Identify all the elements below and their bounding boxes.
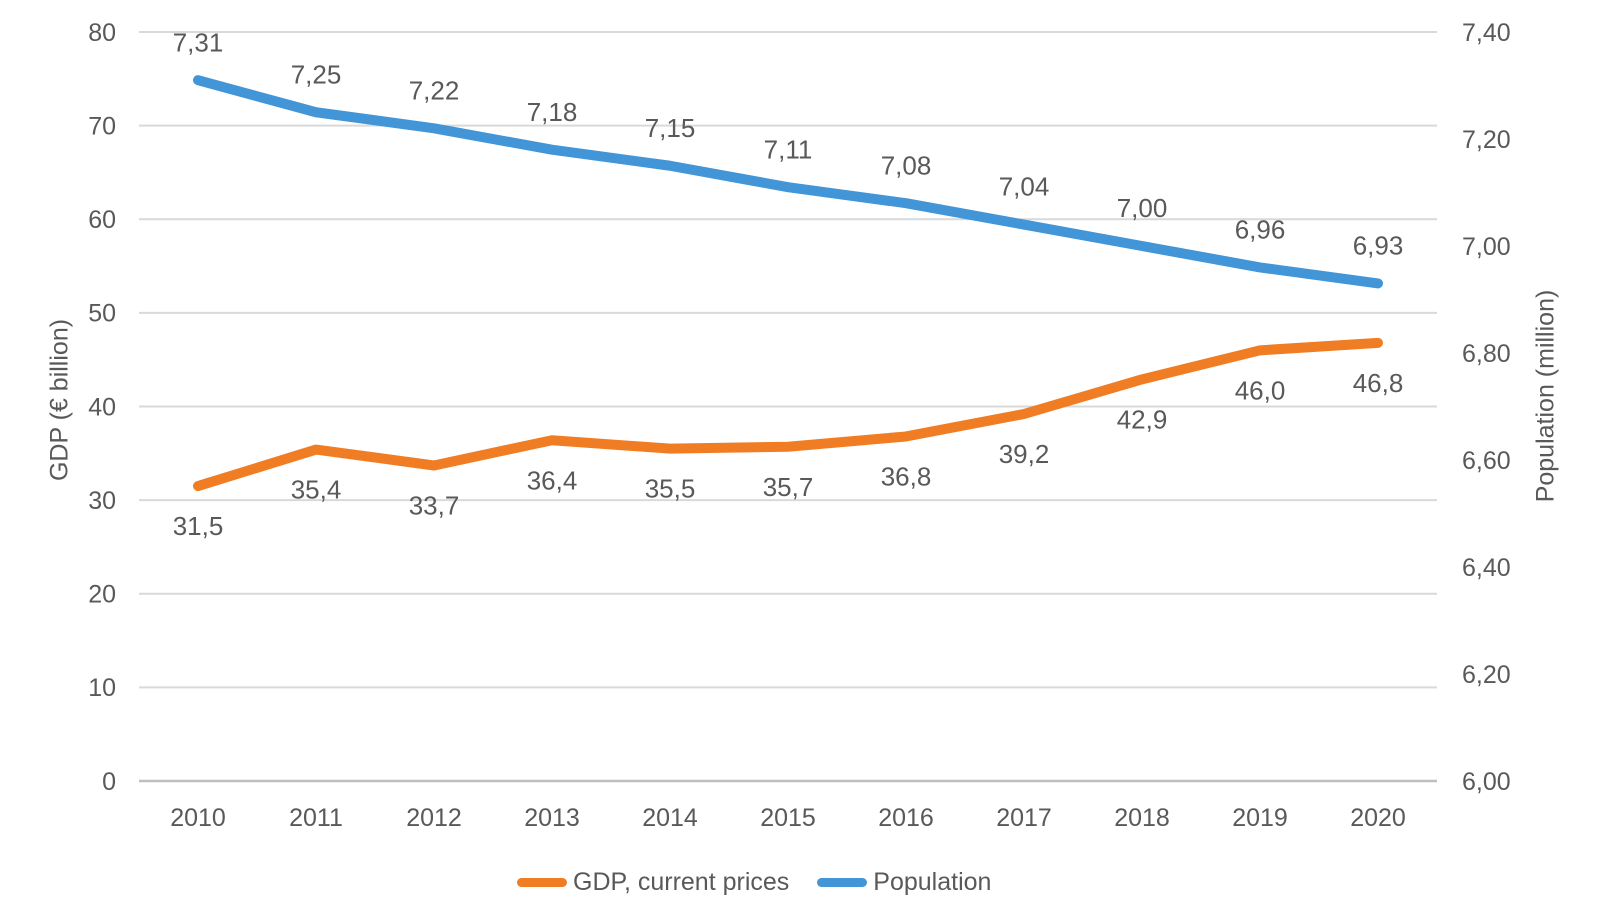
data-label: 35,5 <box>645 474 696 504</box>
right-axis-title: Population (million) <box>1531 289 1560 503</box>
data-label: 6,93 <box>1353 231 1404 261</box>
year-label: 2017 <box>996 804 1052 832</box>
right-tick-label: 7,40 <box>1462 19 1511 47</box>
legend-label-gdp: GDP, current prices <box>573 868 790 896</box>
right-tick-label: 6,40 <box>1462 554 1511 582</box>
data-label: 7,25 <box>291 59 342 89</box>
data-label: 35,4 <box>291 475 342 505</box>
population-line-swatch-icon <box>817 878 868 887</box>
population-line <box>193 75 1383 289</box>
year-label: 2019 <box>1232 804 1288 832</box>
left-tick-label: 20 <box>88 581 116 609</box>
year-label: 2020 <box>1350 804 1406 832</box>
data-label: 42,9 <box>1117 404 1168 434</box>
year-label: 2011 <box>289 804 343 832</box>
gdp-line <box>193 337 1383 492</box>
data-label: 7,08 <box>881 150 932 180</box>
data-label: 7,04 <box>999 172 1050 202</box>
gdp-line-swatch-icon <box>517 878 567 887</box>
data-label: 36,4 <box>527 465 578 495</box>
data-label: 31,5 <box>173 511 224 541</box>
data-label: 39,2 <box>999 439 1050 469</box>
left-tick-label: 80 <box>88 19 116 47</box>
legend: GDP, current prices Population <box>517 868 991 897</box>
data-label: 7,00 <box>1117 193 1168 223</box>
data-label: 7,22 <box>409 75 460 105</box>
right-tick-label: 6,60 <box>1462 447 1511 475</box>
left-tick-label: 30 <box>88 487 116 515</box>
year-label: 2010 <box>170 804 226 832</box>
data-label: 46,0 <box>1235 375 1286 405</box>
right-tick-label: 6,80 <box>1462 340 1511 368</box>
left-tick-label: 70 <box>88 112 116 140</box>
data-label: 7,31 <box>173 27 224 57</box>
year-label: 2016 <box>878 804 934 832</box>
year-label: 2015 <box>760 804 816 832</box>
right-tick-label: 7,00 <box>1462 233 1511 261</box>
right-tick-label: 7,20 <box>1462 126 1511 154</box>
left-tick-label: 10 <box>88 674 116 702</box>
left-tick-label: 50 <box>88 300 116 328</box>
data-label: 7,11 <box>764 134 813 164</box>
legend-item-population: Population <box>817 868 991 897</box>
data-label: 46,8 <box>1353 368 1404 398</box>
year-label: 2012 <box>406 804 462 832</box>
left-axis-title: GDP (€ billion) <box>45 318 74 482</box>
data-label: 7,18 <box>527 97 578 127</box>
right-tick-label: 6,00 <box>1462 768 1511 796</box>
left-tick-label: 60 <box>88 206 116 234</box>
left-tick-label: 40 <box>88 393 116 421</box>
left-tick-label: 0 <box>102 768 116 796</box>
legend-item-gdp: GDP, current prices <box>517 868 789 897</box>
data-label: 33,7 <box>409 491 460 521</box>
year-label: 2014 <box>642 804 698 832</box>
data-label: 6,96 <box>1235 215 1286 245</box>
data-label: 36,8 <box>881 462 932 492</box>
right-tick-label: 6,20 <box>1462 661 1511 689</box>
year-label: 2018 <box>1114 804 1170 832</box>
data-label: 35,7 <box>763 472 814 502</box>
data-label: 7,15 <box>645 113 696 143</box>
year-label: 2013 <box>524 804 580 832</box>
legend-label-population: Population <box>873 868 992 896</box>
